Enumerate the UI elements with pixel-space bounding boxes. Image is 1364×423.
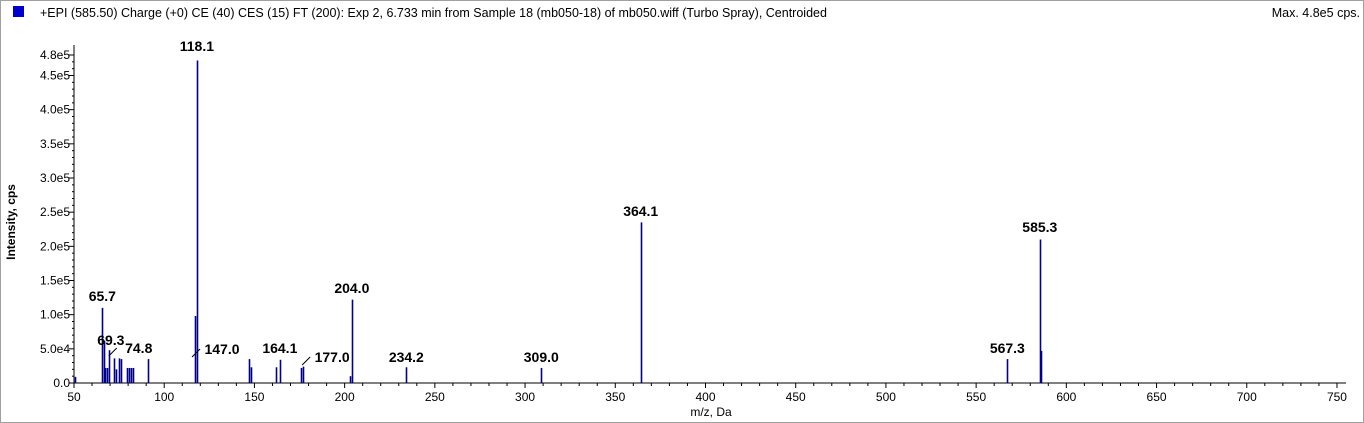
x-tick-label: 500 — [876, 390, 896, 404]
peak-label: 118.1 — [180, 38, 214, 54]
y-tick-label: 1.0e5 — [40, 308, 70, 322]
peak-label: 65.7 — [89, 288, 116, 304]
y-tick-label: 1.5e5 — [40, 274, 70, 288]
x-tick-label: 50 — [67, 390, 81, 404]
peak-label: 74.8 — [125, 340, 152, 356]
x-axis-title: m/z, Da — [690, 405, 732, 419]
x-tick-label: 600 — [1056, 390, 1076, 404]
label-leader-line — [301, 356, 311, 366]
peak-label: 585.3 — [1022, 219, 1057, 235]
y-tick-label: 4.8e5 — [40, 48, 70, 62]
peak-label: 234.2 — [389, 349, 424, 365]
x-tick-label: 350 — [605, 390, 625, 404]
peak-label: 177.0 — [315, 349, 350, 365]
y-tick-label: 2.0e5 — [40, 239, 70, 253]
x-tick-label: 250 — [425, 390, 445, 404]
x-tick-label: 200 — [335, 390, 355, 404]
peak-label: 147.0 — [204, 341, 239, 357]
x-tick-label: 100 — [154, 390, 174, 404]
max-intensity-label: Max. 4.8e5 cps. — [1271, 6, 1360, 20]
axes-layer: 50 100 150 200 250 300 350 400 450 500 550 600 650 70… — [40, 45, 1347, 404]
legend-swatch-icon[interactable] — [13, 6, 24, 17]
label-leader-line — [108, 347, 118, 357]
peak-label: 69.3 — [97, 332, 124, 348]
spectrum-title: +EPI (585.50) Charge (+0) CE (40) CES (1… — [40, 6, 827, 20]
y-tick-label: 3.0e5 — [40, 171, 70, 185]
peak-label: 204.0 — [334, 280, 369, 296]
y-tick-label: 2.5e5 — [40, 205, 70, 219]
peak-labels-layer: 118.1 65.7 69.3 74.8 147.0 164.1 177.0 204.0 234… — [89, 38, 1058, 366]
x-tick-label: 300 — [515, 390, 535, 404]
x-tick-label: 450 — [786, 390, 806, 404]
x-tick-label: 650 — [1147, 390, 1167, 404]
peak-label: 309.0 — [524, 349, 559, 365]
peaks-layer — [74, 60, 1043, 383]
y-tick-label: 4.0e5 — [40, 103, 70, 117]
x-tick-label: 550 — [966, 390, 986, 404]
x-tick-label: 150 — [244, 390, 264, 404]
peak-label: 164.1 — [262, 340, 297, 356]
spectrum-header: +EPI (585.50) Charge (+0) CE (40) CES (1… — [0, 0, 1364, 26]
x-tick-label: 700 — [1237, 390, 1257, 404]
x-tick-label: 400 — [695, 390, 715, 404]
y-tick-label: 0.0 — [53, 376, 70, 390]
peak-label: 567.3 — [990, 340, 1025, 356]
peak-label: 364.1 — [623, 203, 658, 219]
x-tick-label: 750 — [1327, 390, 1347, 404]
label-leader-line — [191, 348, 201, 358]
y-tick-label: 3.5e5 — [40, 137, 70, 151]
y-tick-label: 4.5e5 — [40, 69, 70, 83]
y-axis-title: Intensity, cps — [4, 184, 18, 260]
y-tick-label: 5.0e4 — [40, 342, 70, 356]
